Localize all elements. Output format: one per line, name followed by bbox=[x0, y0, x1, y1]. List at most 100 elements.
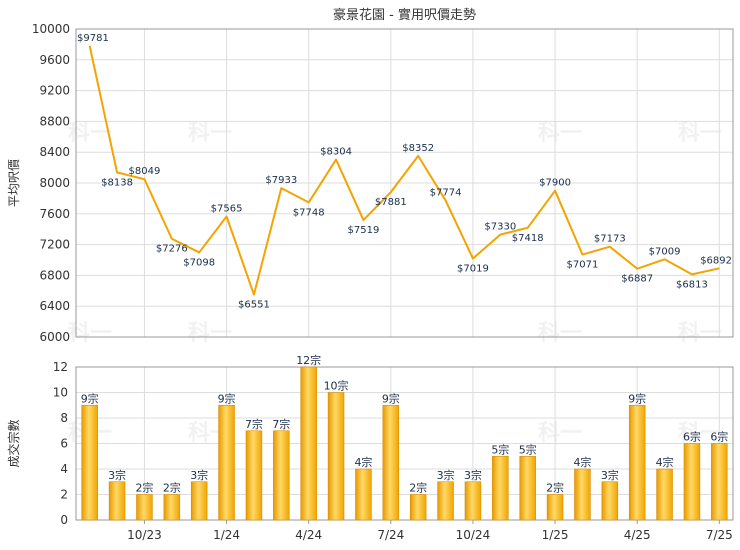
volume-bar-label: 5宗 bbox=[491, 442, 509, 456]
watermark-text: 科一 bbox=[68, 321, 112, 346]
volume-bar-label: 7宗 bbox=[245, 417, 263, 431]
volume-bar bbox=[355, 468, 372, 521]
price-data-label: $9781 bbox=[77, 33, 109, 44]
volume-bar bbox=[409, 494, 427, 521]
price-y-tick-label: 6400 bbox=[39, 299, 70, 313]
volume-plot-frame bbox=[75, 366, 734, 521]
volume-bar-label: 2宗 bbox=[546, 481, 564, 495]
watermark-layer: 科一科一科一科一科一科一科一科一科一科一科一科一 bbox=[68, 121, 722, 446]
x-tick-label: 4/24 bbox=[295, 528, 322, 542]
volume-bar-label: 7宗 bbox=[272, 417, 290, 431]
volume-bar bbox=[628, 404, 646, 521]
price-data-label: $8352 bbox=[402, 143, 434, 154]
price-series-line bbox=[88, 45, 720, 296]
price-data-label: $7330 bbox=[484, 222, 516, 233]
volume-y-tick-label: 12 bbox=[53, 360, 68, 374]
volume-bar bbox=[656, 468, 673, 521]
price-y-axis-title: 平均呎價 bbox=[7, 159, 21, 207]
volume-bar-label: 2宗 bbox=[135, 481, 153, 495]
price-data-label: $7933 bbox=[265, 175, 297, 186]
x-tick-label: 4/25 bbox=[624, 528, 651, 542]
price-chart-panel: 6000 6400 6800 7200 7600 8000 8400 8800 9200 9600… bbox=[7, 22, 734, 344]
volume-bar-label: 5宗 bbox=[519, 442, 537, 456]
price-data-label: $7881 bbox=[375, 197, 407, 208]
volume-bar bbox=[245, 430, 263, 521]
volume-bar-label: 6宗 bbox=[710, 430, 728, 444]
volume-y-tick-label: 0 bbox=[60, 513, 68, 527]
price-data-label: $7900 bbox=[539, 178, 571, 189]
price-data-label: $6813 bbox=[676, 279, 708, 290]
volume-y-tick-label: 8 bbox=[60, 411, 68, 425]
volume-bar-label: 6宗 bbox=[683, 430, 701, 444]
price-y-tick-label: 6800 bbox=[39, 268, 70, 282]
watermark-text: 科一 bbox=[538, 321, 582, 346]
volume-y-tick-label: 10 bbox=[53, 386, 68, 400]
price-data-label: $6887 bbox=[621, 274, 653, 285]
volume-bar-label: 12宗 bbox=[296, 353, 321, 367]
volume-bar bbox=[437, 481, 454, 521]
volume-bar bbox=[218, 404, 235, 521]
price-data-label: $7565 bbox=[211, 203, 243, 214]
price-data-label: $7276 bbox=[156, 244, 188, 255]
price-y-tick-label: 7600 bbox=[39, 207, 70, 221]
volume-bar bbox=[683, 443, 701, 521]
price-y-tick-label: 10000 bbox=[32, 22, 70, 36]
watermark-text: 科一 bbox=[678, 421, 722, 446]
price-y-tick-label: 8400 bbox=[39, 145, 70, 159]
watermark-text: 科一 bbox=[678, 121, 722, 146]
price-data-label: $8049 bbox=[129, 166, 161, 177]
volume-bar bbox=[546, 494, 564, 521]
x-tick-label: 10/23 bbox=[127, 528, 162, 542]
volume-bar bbox=[574, 468, 591, 521]
volume-bar bbox=[136, 494, 153, 521]
volume-y-tick-label: 6 bbox=[60, 437, 68, 451]
watermark-text: 科一 bbox=[538, 421, 582, 446]
price-data-label: $6892 bbox=[700, 255, 732, 266]
watermark-text: 科一 bbox=[188, 121, 232, 146]
volume-bar-label: 9宗 bbox=[382, 391, 400, 405]
x-tick-label: 7/24 bbox=[377, 528, 404, 542]
volume-bar-label: 4宗 bbox=[573, 455, 591, 469]
price-data-label: $7774 bbox=[430, 187, 462, 198]
price-data-label: $7071 bbox=[567, 260, 599, 271]
price-data-label: $7098 bbox=[183, 257, 215, 268]
volume-bar-label: 3宗 bbox=[108, 468, 126, 482]
volume-bar bbox=[327, 392, 345, 521]
volume-bar bbox=[108, 481, 126, 521]
volume-bar-label: 9宗 bbox=[628, 391, 646, 405]
volume-bar-label: 2宗 bbox=[163, 481, 181, 495]
volume-bar-label: 3宗 bbox=[437, 468, 455, 482]
price-y-tick-label: 8800 bbox=[39, 114, 70, 128]
price-y-tick-label: 9600 bbox=[39, 53, 70, 67]
price-data-label: $7009 bbox=[649, 246, 681, 257]
volume-bar-label: 3宗 bbox=[190, 468, 208, 482]
volume-bar-label: 3宗 bbox=[464, 468, 482, 482]
watermark-text: 科一 bbox=[538, 121, 582, 146]
volume-bar-label: 9宗 bbox=[218, 391, 236, 405]
watermark-text: 科一 bbox=[678, 321, 722, 346]
watermark-text: 科一 bbox=[188, 321, 232, 346]
volume-bar bbox=[190, 481, 208, 521]
volume-bar bbox=[601, 481, 619, 521]
volume-bar-label: 10宗 bbox=[324, 379, 349, 393]
volume-y-tick-label: 4 bbox=[60, 462, 68, 476]
price-data-label: $7173 bbox=[594, 234, 626, 245]
price-y-tick-label: 8000 bbox=[39, 176, 70, 190]
volume-bar bbox=[273, 430, 290, 521]
watermark-text: 科一 bbox=[68, 121, 112, 146]
volume-bar bbox=[464, 481, 482, 521]
volume-bar bbox=[492, 455, 509, 521]
price-y-tick-label: 6000 bbox=[39, 330, 70, 344]
x-tick-label: 7/25 bbox=[706, 528, 733, 542]
volume-y-tick-label: 2 bbox=[60, 488, 68, 502]
volume-bar-label: 4宗 bbox=[354, 455, 372, 469]
x-tick-label: 1/25 bbox=[542, 528, 569, 542]
volume-bar bbox=[382, 404, 400, 521]
volume-bar bbox=[519, 455, 536, 521]
price-data-label: $7519 bbox=[348, 225, 380, 236]
chart-title: 豪景花園 - 實用呎價走勢 bbox=[333, 7, 476, 23]
volume-bar-label: 3宗 bbox=[601, 468, 619, 482]
